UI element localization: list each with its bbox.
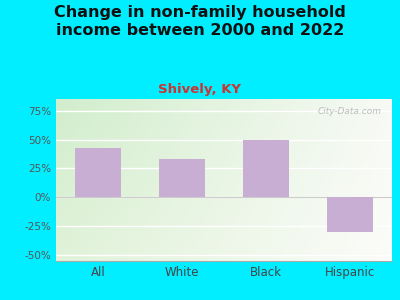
Bar: [159, 159, 205, 197]
Text: Shively, KY: Shively, KY: [158, 82, 242, 95]
Bar: [75, 148, 121, 197]
Bar: [327, 197, 373, 232]
Text: Change in non-family household
income between 2000 and 2022: Change in non-family household income be…: [54, 4, 346, 38]
Text: City-Data.com: City-Data.com: [318, 107, 382, 116]
Bar: [243, 140, 289, 197]
